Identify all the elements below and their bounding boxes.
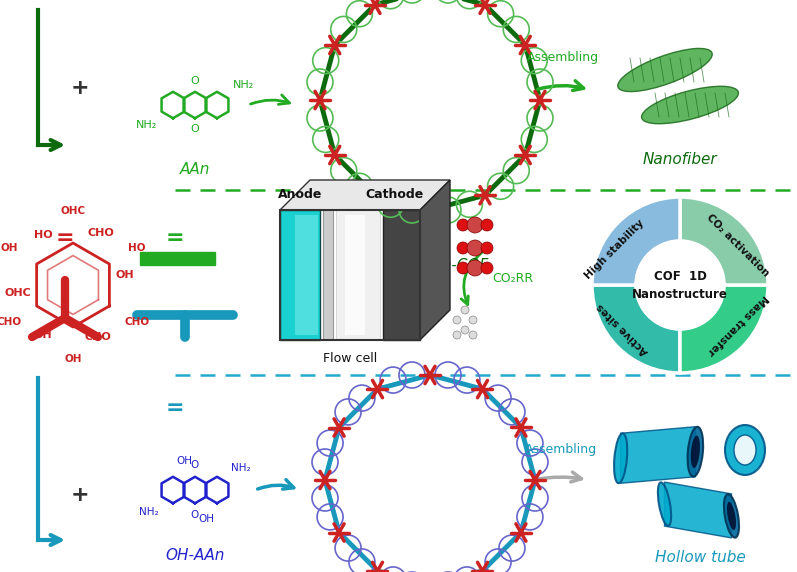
Circle shape <box>457 242 469 254</box>
Circle shape <box>636 241 724 329</box>
Text: Hollow tube: Hollow tube <box>654 550 745 566</box>
Circle shape <box>481 262 493 274</box>
Polygon shape <box>323 210 333 340</box>
Text: OH: OH <box>0 243 18 253</box>
Text: CO₂RR: CO₂RR <box>493 272 533 284</box>
Text: High stability: High stability <box>583 219 646 281</box>
Text: NH₂: NH₂ <box>136 120 158 130</box>
Text: AAn-COF: AAn-COF <box>422 257 489 272</box>
Circle shape <box>461 326 469 334</box>
Ellipse shape <box>727 502 736 530</box>
Circle shape <box>457 219 469 231</box>
Text: OH-AAn: OH-AAn <box>165 547 225 562</box>
Circle shape <box>467 240 483 256</box>
Bar <box>280 210 420 340</box>
Text: HO: HO <box>128 243 146 253</box>
Text: =: = <box>166 398 184 418</box>
Text: NH₂: NH₂ <box>139 507 159 517</box>
Text: OH: OH <box>116 270 135 280</box>
Text: OH: OH <box>198 514 214 524</box>
Text: OH: OH <box>176 456 192 466</box>
Text: NH₂: NH₂ <box>231 463 251 473</box>
Text: +: + <box>71 485 89 505</box>
Circle shape <box>467 217 483 233</box>
Text: Nanofiber: Nanofiber <box>642 153 717 168</box>
Ellipse shape <box>658 482 671 526</box>
Text: Cathode: Cathode <box>366 189 424 201</box>
Ellipse shape <box>734 435 756 465</box>
Text: AAn: AAn <box>180 162 210 177</box>
Text: +: + <box>71 78 89 98</box>
Text: Nanostructure: Nanostructure <box>632 288 728 300</box>
Text: =: = <box>56 228 74 248</box>
Ellipse shape <box>725 425 765 475</box>
Text: OHC: OHC <box>5 288 31 298</box>
Polygon shape <box>336 210 380 340</box>
Bar <box>140 252 215 265</box>
Text: Anode: Anode <box>278 189 322 201</box>
Text: CO₂ activation: CO₂ activation <box>704 212 771 279</box>
Text: O: O <box>190 510 199 520</box>
Text: CHO: CHO <box>88 228 115 238</box>
Circle shape <box>461 306 469 314</box>
Text: Mass transfer: Mass transfer <box>705 292 769 357</box>
Ellipse shape <box>688 427 703 476</box>
Text: CHO: CHO <box>84 332 112 342</box>
Text: Assembling: Assembling <box>525 443 597 456</box>
Polygon shape <box>420 180 450 340</box>
Ellipse shape <box>618 49 713 92</box>
Ellipse shape <box>691 435 700 468</box>
Circle shape <box>469 316 477 324</box>
Circle shape <box>481 219 493 231</box>
Text: OH: OH <box>65 354 82 364</box>
Polygon shape <box>621 427 695 483</box>
Text: O: O <box>190 76 199 86</box>
Text: =: = <box>166 228 184 248</box>
Text: Active sites: Active sites <box>595 301 650 357</box>
Wedge shape <box>680 285 768 373</box>
Polygon shape <box>345 215 365 335</box>
Text: Assembling: Assembling <box>527 51 599 65</box>
Polygon shape <box>295 215 318 335</box>
Polygon shape <box>280 210 320 340</box>
Circle shape <box>481 242 493 254</box>
Circle shape <box>467 260 483 276</box>
Ellipse shape <box>642 86 739 124</box>
Wedge shape <box>680 197 768 285</box>
Polygon shape <box>383 210 420 340</box>
Polygon shape <box>665 482 732 538</box>
Text: O: O <box>190 124 199 134</box>
Text: CHO: CHO <box>0 317 22 327</box>
Text: NH₂: NH₂ <box>233 80 253 90</box>
Circle shape <box>469 331 477 339</box>
Text: OHC: OHC <box>61 206 85 216</box>
Text: O: O <box>190 460 199 470</box>
Wedge shape <box>592 197 680 285</box>
Circle shape <box>457 262 469 274</box>
Text: COF  1D: COF 1D <box>654 271 706 284</box>
Text: Flow cell: Flow cell <box>323 352 377 364</box>
Text: HO: HO <box>33 230 53 240</box>
Ellipse shape <box>614 434 627 483</box>
Polygon shape <box>280 180 450 210</box>
Text: CHO: CHO <box>124 317 150 327</box>
Circle shape <box>453 331 461 339</box>
Ellipse shape <box>724 494 739 538</box>
Text: OH: OH <box>33 330 53 340</box>
Circle shape <box>453 316 461 324</box>
Wedge shape <box>592 285 680 373</box>
